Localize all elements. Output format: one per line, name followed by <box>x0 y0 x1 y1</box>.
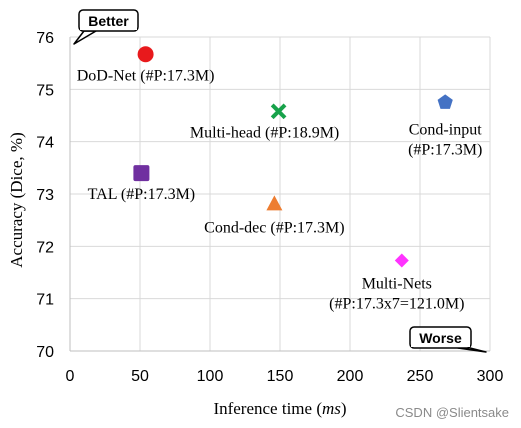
y-tick-label: 72 <box>36 239 54 256</box>
data-label: Multi-Nets <box>362 275 432 292</box>
x-tick-label: 50 <box>131 368 149 385</box>
data-point-pentagon <box>437 94 453 109</box>
data-labels: DoD-Net (#P:17.3M) Multi-head (#P:18.9M) C… <box>77 67 483 312</box>
data-point-circle <box>137 46 154 63</box>
data-points <box>133 46 453 268</box>
tick-labels: 0 50 100 150 200 250 300 70 71 72 73 74 75 76 <box>36 30 503 385</box>
worse-callout: Worse <box>409 326 487 353</box>
y-tick-label: 75 <box>36 82 54 99</box>
x-tick-label: 100 <box>197 368 224 385</box>
axes <box>69 37 490 352</box>
better-callout-label: Better <box>88 13 129 29</box>
worse-callout-label: Worse <box>419 330 462 346</box>
data-label: DoD-Net (#P:17.3M) <box>77 67 215 84</box>
data-label: (#P:17.3M) <box>408 141 482 158</box>
data-label: Cond-dec (#P:17.3M) <box>204 219 344 236</box>
callouts: Better Worse <box>73 9 487 353</box>
data-point-triangle <box>266 195 283 211</box>
x-tick-label: 250 <box>407 368 434 385</box>
data-label: Multi-head (#P:18.9M) <box>190 124 339 141</box>
better-callout: Better <box>73 9 139 45</box>
y-tick-label: 70 <box>36 344 54 361</box>
y-tick-label: 71 <box>36 292 54 309</box>
x-tick-label: 150 <box>267 368 294 385</box>
data-point-x-stroke <box>270 103 287 120</box>
better-callout-mask <box>80 24 137 30</box>
data-point-square <box>133 165 150 182</box>
worse-callout-mask <box>411 341 470 347</box>
data-point-x <box>270 103 287 120</box>
data-label: TAL (#P:17.3M) <box>88 186 195 203</box>
y-tick-label: 73 <box>36 187 54 204</box>
x-tick-label: 0 <box>66 368 75 385</box>
y-tick-label: 74 <box>36 135 54 152</box>
data-label: Cond-input <box>409 121 482 138</box>
watermark: CSDN @Slientsake <box>395 405 509 420</box>
x-tick-label: 200 <box>337 368 364 385</box>
y-axis-title: Accuracy (Dice, %) <box>7 132 26 267</box>
x-tick-label: 300 <box>477 368 504 385</box>
y-tick-label: 76 <box>36 30 54 47</box>
data-point-diamond <box>394 253 409 268</box>
data-label: (#P:17.3x7=121.0M) <box>329 295 464 312</box>
grid <box>69 36 491 352</box>
x-axis-title: Inference time (ms) <box>213 399 346 418</box>
